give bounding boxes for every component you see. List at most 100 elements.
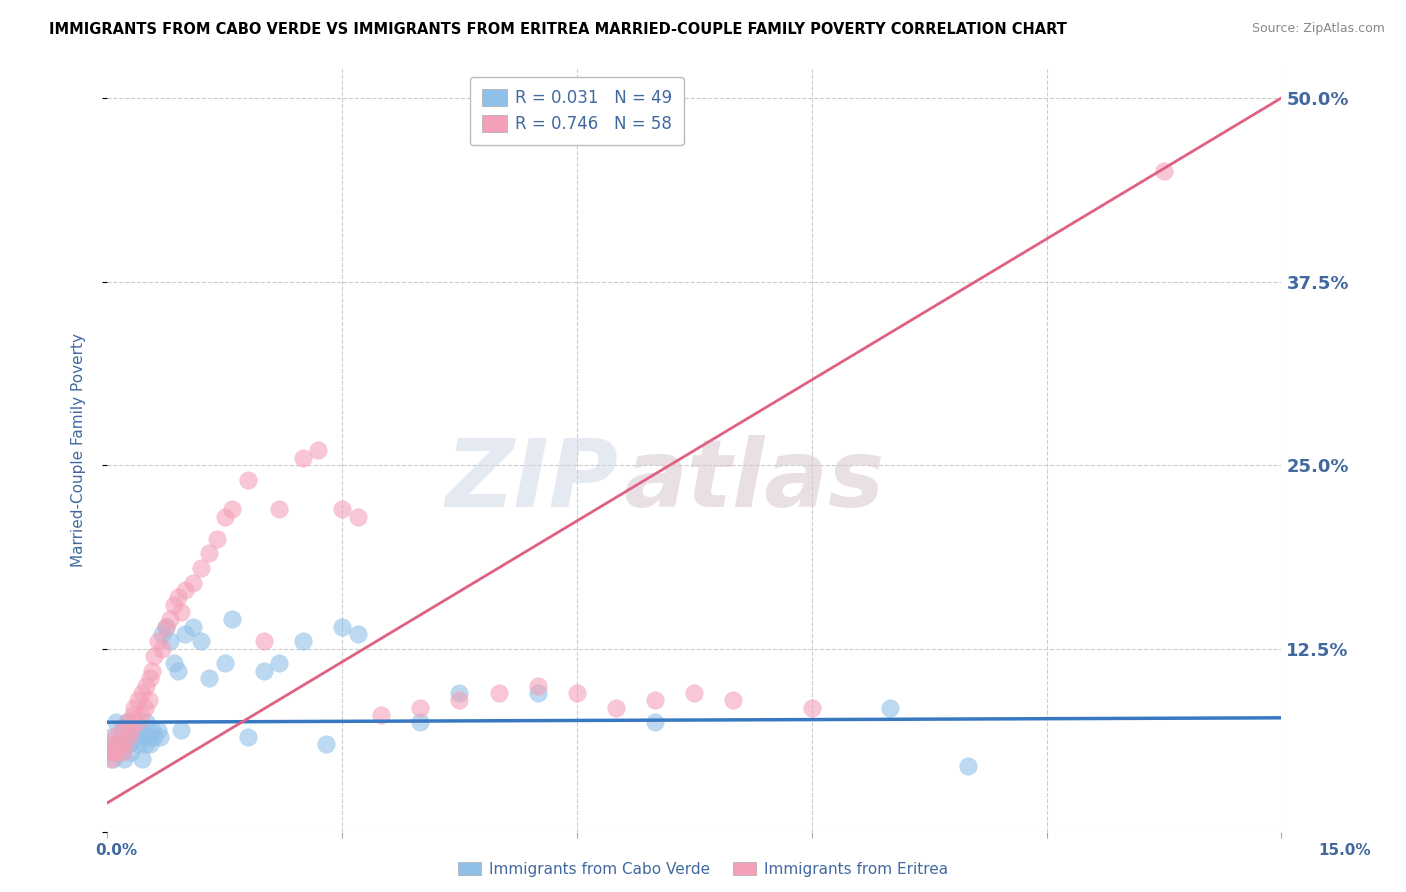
Point xyxy=(526,686,548,700)
Legend: R = 0.031   N = 49, R = 0.746   N = 58: R = 0.031 N = 49, R = 0.746 N = 58 xyxy=(470,77,683,145)
Point xyxy=(136,730,159,744)
Point xyxy=(103,745,125,759)
Point xyxy=(124,730,146,744)
Point xyxy=(155,620,177,634)
Point xyxy=(134,700,156,714)
Point xyxy=(98,745,121,759)
Point xyxy=(115,715,138,730)
Point xyxy=(488,686,510,700)
Point xyxy=(409,715,432,730)
Point xyxy=(139,737,162,751)
Point xyxy=(146,634,169,648)
Point xyxy=(723,693,745,707)
Point xyxy=(115,715,138,730)
Text: atlas: atlas xyxy=(624,435,884,527)
Point xyxy=(105,745,128,759)
Point xyxy=(134,737,156,751)
Point xyxy=(129,723,152,737)
Point xyxy=(143,730,166,744)
Point xyxy=(110,723,132,737)
Point xyxy=(155,620,177,634)
Point xyxy=(269,502,291,516)
Point xyxy=(135,715,157,730)
Point xyxy=(644,693,666,707)
Point xyxy=(198,671,221,685)
Point xyxy=(409,700,432,714)
Point xyxy=(166,591,188,605)
Text: 0.0%: 0.0% xyxy=(96,843,138,858)
Point xyxy=(346,509,368,524)
Point xyxy=(644,715,666,730)
Point xyxy=(105,715,128,730)
Point xyxy=(118,737,141,751)
Point xyxy=(253,634,276,648)
Point xyxy=(120,745,142,759)
Point xyxy=(346,627,368,641)
Point xyxy=(291,634,314,648)
Point xyxy=(122,707,145,722)
Point xyxy=(124,700,146,714)
Point xyxy=(125,715,148,730)
Point xyxy=(214,509,236,524)
Point xyxy=(174,627,197,641)
Point xyxy=(330,502,353,516)
Point xyxy=(131,752,153,766)
Point xyxy=(221,612,243,626)
Point xyxy=(159,612,181,626)
Point xyxy=(150,627,173,641)
Point xyxy=(370,707,392,722)
Point xyxy=(112,752,135,766)
Point xyxy=(149,730,172,744)
Point xyxy=(269,657,291,671)
Point xyxy=(159,634,181,648)
Point xyxy=(205,532,228,546)
Point xyxy=(112,737,135,751)
Point xyxy=(957,759,980,773)
Point xyxy=(800,700,823,714)
Point xyxy=(141,723,163,737)
Point xyxy=(127,737,149,751)
Point xyxy=(565,686,588,700)
Point xyxy=(135,678,157,692)
Point xyxy=(141,664,163,678)
Point xyxy=(162,598,184,612)
Point xyxy=(291,450,314,465)
Point xyxy=(181,620,204,634)
Point xyxy=(101,737,124,751)
Point xyxy=(190,634,212,648)
Point xyxy=(127,693,149,707)
Legend: Immigrants from Cabo Verde, Immigrants from Eritrea: Immigrants from Cabo Verde, Immigrants f… xyxy=(451,854,955,884)
Point xyxy=(104,737,127,751)
Y-axis label: Married-Couple Family Poverty: Married-Couple Family Poverty xyxy=(72,334,86,567)
Text: 15.0%: 15.0% xyxy=(1319,843,1371,858)
Point xyxy=(236,730,259,744)
Point xyxy=(143,649,166,664)
Point xyxy=(111,745,134,759)
Point xyxy=(236,473,259,487)
Point xyxy=(139,671,162,685)
Point xyxy=(449,686,471,700)
Point xyxy=(138,693,160,707)
Point xyxy=(190,561,212,575)
Point xyxy=(111,723,134,737)
Point xyxy=(526,678,548,692)
Point xyxy=(110,737,132,751)
Point xyxy=(118,730,141,744)
Point xyxy=(221,502,243,516)
Point xyxy=(170,723,193,737)
Text: Source: ZipAtlas.com: Source: ZipAtlas.com xyxy=(1251,22,1385,36)
Point xyxy=(449,693,471,707)
Text: ZIP: ZIP xyxy=(446,435,617,527)
Point xyxy=(330,620,353,634)
Point xyxy=(125,723,148,737)
Point xyxy=(683,686,706,700)
Point xyxy=(174,582,197,597)
Point xyxy=(1153,164,1175,178)
Point xyxy=(103,752,125,766)
Point xyxy=(120,723,142,737)
Point xyxy=(315,737,337,751)
Point xyxy=(170,605,193,619)
Point xyxy=(253,664,276,678)
Text: IMMIGRANTS FROM CABO VERDE VS IMMIGRANTS FROM ERITREA MARRIED-COUPLE FAMILY POVE: IMMIGRANTS FROM CABO VERDE VS IMMIGRANTS… xyxy=(49,22,1067,37)
Point xyxy=(131,686,153,700)
